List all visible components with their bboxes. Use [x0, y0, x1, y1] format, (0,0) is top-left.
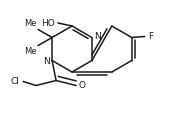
Text: O: O	[78, 81, 85, 90]
Text: Cl: Cl	[10, 77, 19, 86]
Text: HO: HO	[41, 18, 55, 28]
Text: N: N	[43, 57, 50, 66]
Text: Me: Me	[25, 46, 37, 56]
Text: Me: Me	[25, 20, 37, 28]
Text: F: F	[148, 32, 153, 41]
Text: N: N	[94, 32, 101, 41]
